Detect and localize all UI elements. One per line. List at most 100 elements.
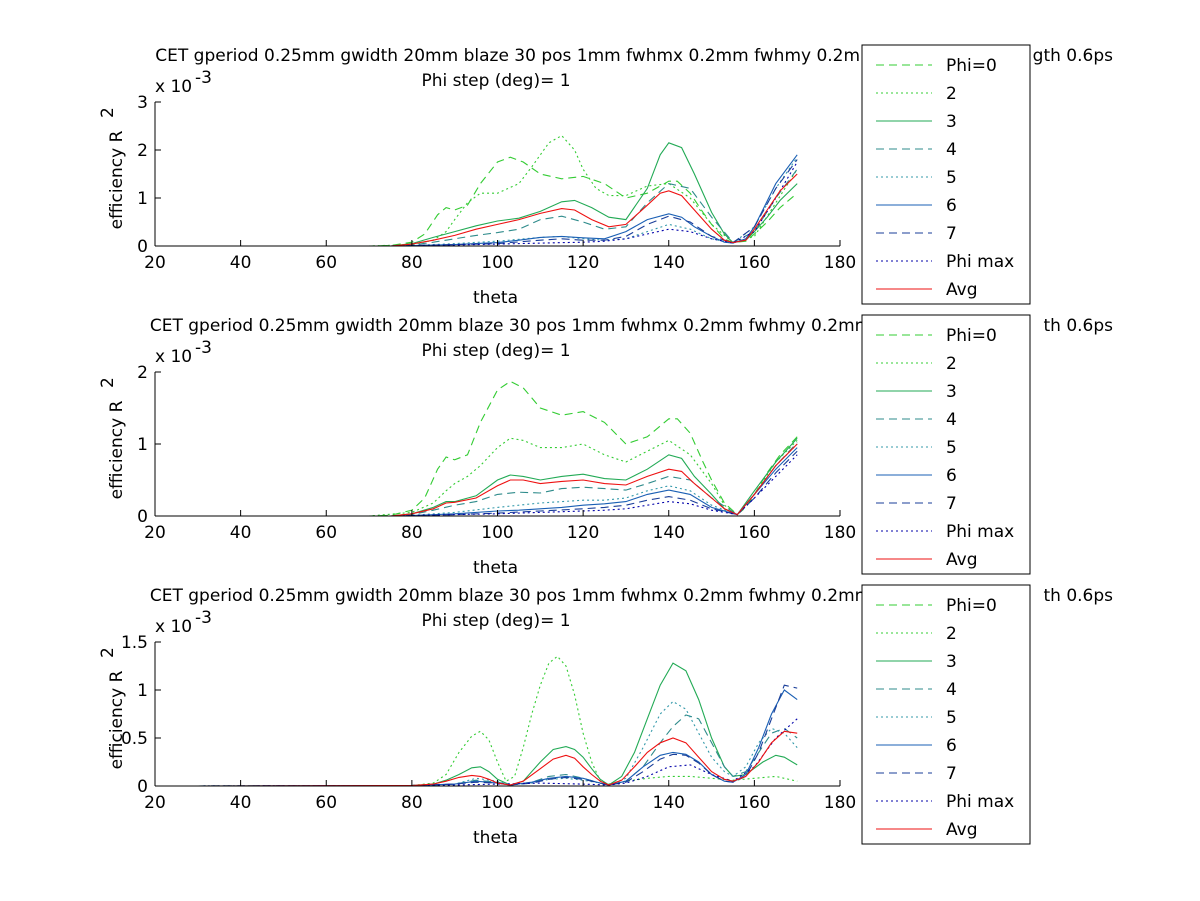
y-axis-label: efficiency R — [107, 130, 127, 229]
legend-entry: 2 — [946, 624, 957, 644]
series-line-2 — [197, 437, 798, 517]
chart-title: CET gperiod 0.25mm gwidth 20mm blaze 30 … — [150, 586, 962, 606]
x-tick-label: 40 — [230, 253, 252, 273]
legend-entry: 7 — [946, 494, 957, 514]
legend-entry: Phi=0 — [946, 56, 997, 76]
y-axis-label-superscript: 2 — [98, 107, 118, 118]
y-axis-label: efficiency R — [107, 400, 127, 499]
legend-entry: 6 — [946, 196, 957, 216]
chart-panel-1: CET gperiod 0.25mm gwidth 20mm blaze 30 … — [98, 46, 1113, 308]
chart-panel-3: CET gperiod 0.25mm gwidth 20mm blaze 30 … — [98, 586, 1113, 848]
chart-panel-2: CET gperiod 0.25mm gwidth 20mm blaze 30 … — [98, 316, 1113, 578]
chart-subtitle: Phi step (deg)= 1 — [421, 71, 570, 91]
x-tick-label: 40 — [230, 523, 252, 543]
x-tick-label: 100 — [481, 793, 513, 813]
chart-subtitle: Phi step (deg)= 1 — [421, 611, 570, 631]
legend-entry: 4 — [946, 680, 957, 700]
chart-subtitle: Phi step (deg)= 1 — [421, 341, 570, 361]
plot-area — [155, 642, 840, 786]
series-line-1 — [197, 380, 798, 517]
series-line-2 — [197, 655, 798, 787]
x-tick-label: 80 — [401, 523, 423, 543]
legend-entry: 5 — [946, 438, 957, 458]
legend-box — [861, 314, 1031, 575]
legend-entry: 5 — [946, 168, 957, 188]
x-tick-label: 40 — [230, 793, 252, 813]
legend-entry: 4 — [946, 140, 957, 160]
y-tick-label: 2 — [137, 141, 148, 161]
x-tick-label: 20 — [144, 793, 166, 813]
x-tick-label: 80 — [401, 253, 423, 273]
x-tick-label: 140 — [653, 253, 685, 273]
series-line-9 — [197, 173, 798, 247]
x-tick-label: 160 — [738, 253, 770, 273]
legend-entry: 2 — [946, 354, 957, 374]
legend: Phi=0 2 3 4 5 6 7 Phi max Avg — [861, 314, 1031, 575]
y-tick-label: 1 — [137, 681, 148, 701]
x-axis-label: theta — [473, 558, 518, 578]
x-tick-label: 100 — [481, 253, 513, 273]
x-tick-label: 140 — [653, 793, 685, 813]
legend-box — [861, 584, 1031, 845]
legend-entry: Phi max — [946, 792, 1014, 812]
chart-title-tail: th 0.6ps — [1043, 316, 1113, 336]
y-multiplier: x 10 — [155, 77, 192, 97]
x-tick-label: 80 — [401, 793, 423, 813]
legend: Phi=0 2 3 4 5 6 7 Phi max Avg — [861, 44, 1031, 305]
legend-entry: 3 — [946, 112, 957, 132]
legend-entry: 6 — [946, 736, 957, 756]
x-tick-label: 160 — [738, 793, 770, 813]
legend-entry: 6 — [946, 466, 957, 486]
y-axis-label-superscript: 2 — [98, 647, 118, 658]
x-tick-label: 20 — [144, 253, 166, 273]
series-line-7 — [197, 450, 798, 517]
chart-title-tail: gth 0.6ps — [1033, 46, 1113, 66]
x-tick-label: 120 — [567, 523, 599, 543]
y-tick-label: 3 — [137, 93, 148, 113]
y-axis-label: efficiency R — [107, 670, 127, 769]
x-tick-label: 60 — [315, 253, 337, 273]
legend-entry: 3 — [946, 652, 957, 672]
x-tick-label: 140 — [653, 523, 685, 543]
y-axis-label-group: efficiency R 2 — [98, 107, 127, 229]
legend-entry: Avg — [946, 550, 978, 570]
y-multiplier: x 10 — [155, 347, 192, 367]
y-axis-label-group: efficiency R 2 — [98, 377, 127, 499]
series-line-8 — [197, 161, 798, 247]
y-tick-label: 0.5 — [121, 729, 148, 749]
legend-entry: Phi max — [946, 522, 1014, 542]
y-tick-label: 0 — [137, 507, 148, 527]
plot-area — [155, 102, 840, 246]
y-multiplier: x 10 — [155, 617, 192, 637]
y-multiplier-exponent: -3 — [195, 338, 212, 358]
x-axis-label: theta — [473, 828, 518, 848]
x-tick-label: 120 — [567, 793, 599, 813]
chart-title: CET gperiod 0.25mm gwidth 20mm blaze 30 … — [155, 46, 956, 66]
series-line-9 — [197, 730, 798, 787]
y-multiplier-exponent: -3 — [195, 608, 212, 628]
series-line-9 — [197, 443, 798, 517]
x-tick-label: 60 — [315, 523, 337, 543]
y-tick-label: 1 — [137, 435, 148, 455]
y-multiplier-exponent: -3 — [195, 68, 212, 88]
series-line-4 — [197, 168, 798, 247]
x-tick-label: 180 — [824, 523, 856, 543]
x-axis-label: theta — [473, 288, 518, 308]
legend-entry: Avg — [946, 280, 978, 300]
legend-entry: 7 — [946, 224, 957, 244]
series-line-4 — [197, 442, 798, 517]
legend-entry: Phi=0 — [946, 326, 997, 346]
legend-box — [861, 44, 1031, 305]
x-tick-label: 180 — [824, 793, 856, 813]
series-line-7 — [197, 159, 798, 247]
legend-entry: 2 — [946, 84, 957, 104]
chart-title-tail: th 0.6ps — [1043, 586, 1113, 606]
x-tick-label: 100 — [481, 523, 513, 543]
plot-area — [155, 372, 840, 516]
legend-entry: 5 — [946, 708, 957, 728]
x-tick-label: 120 — [567, 253, 599, 273]
legend-entry: Phi max — [946, 252, 1014, 272]
y-tick-label: 0 — [137, 777, 148, 797]
y-axis-label-superscript: 2 — [98, 377, 118, 388]
